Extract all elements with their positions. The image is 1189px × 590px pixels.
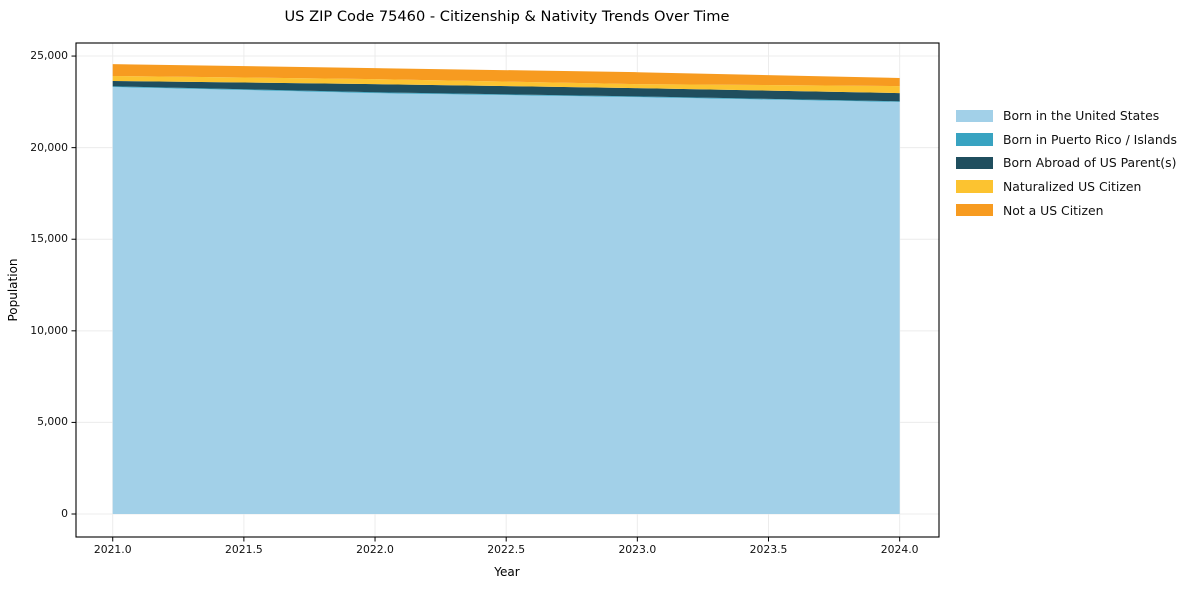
legend-label: Born in Puerto Rico / Islands [1003,131,1178,147]
x-tick-label: 2021.0 [93,543,132,556]
legend-item: Born in the United States [956,104,1177,128]
x-tick-label: 2022.0 [356,543,394,556]
legend-item: Born Abroad of US Parent(s) [956,151,1177,175]
y-tick-label: 25,000 [30,49,68,63]
legend-swatch-icon [956,133,993,146]
legend-swatch-icon [956,156,993,170]
x-tick-label: 2023.0 [618,543,657,556]
y-tick-label: 15,000 [30,232,68,246]
legend-label: Naturalized US Citizen [1003,179,1142,195]
x-axis-label: Year [494,565,520,579]
x-tick-label: 2023.5 [749,543,788,556]
x-tick-label: 2024.0 [880,543,919,556]
legend-label: Born in the United States [1003,108,1160,124]
legend-swatch-icon [956,109,993,123]
legend: Born in the United States Born in Puerto… [956,104,1177,222]
y-tick-label: 5,000 [37,415,68,429]
y-tick-label: 10,000 [30,323,68,337]
legend-swatch-icon [956,203,993,217]
legend-item: Not a US Citizen [956,198,1177,222]
x-tick-label: 2021.5 [224,543,263,556]
y-axis-label: Population [6,258,20,322]
legend-item: Naturalized US Citizen [956,175,1177,199]
chart-title: US ZIP Code 75460 - Citizenship & Nativi… [284,8,730,25]
x-tick-label: 2022.5 [487,543,526,556]
legend-swatch-icon [956,180,993,193]
legend-item: Born in Puerto Rico / Islands [956,128,1177,152]
legend-label: Not a US Citizen [1003,202,1104,218]
y-tick-label: 0 [61,506,68,520]
legend-label: Born Abroad of US Parent(s) [1003,155,1177,171]
y-tick-label: 20,000 [30,140,68,154]
